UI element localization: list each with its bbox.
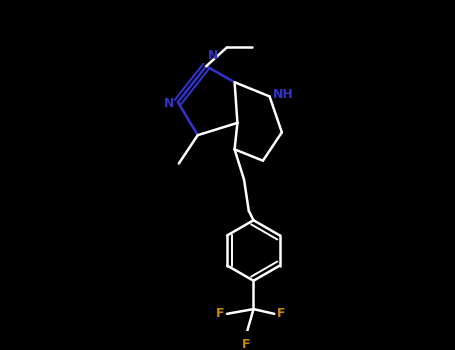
Text: NH: NH <box>273 88 293 101</box>
Text: F: F <box>242 338 250 350</box>
Text: N: N <box>208 49 218 62</box>
Text: F: F <box>216 307 224 320</box>
Text: F: F <box>277 307 286 320</box>
Text: N: N <box>164 98 174 111</box>
